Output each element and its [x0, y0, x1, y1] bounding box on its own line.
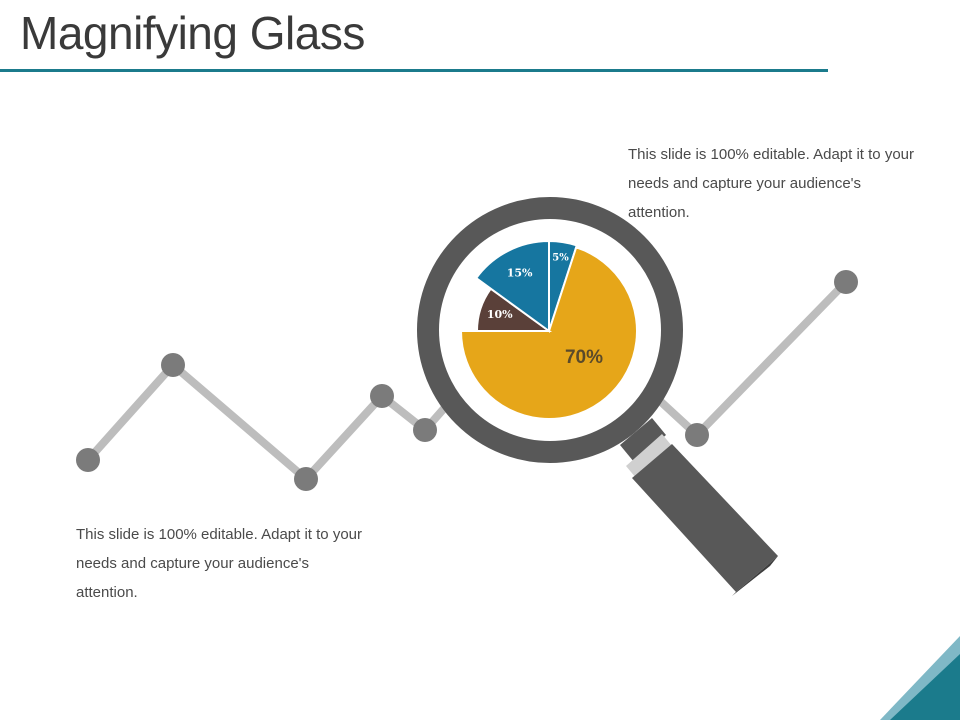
pie-slice — [459, 246, 638, 420]
pie-chart: 5% 70% 10% 15% — [459, 239, 638, 420]
pie-slice-label: 5% — [552, 253, 569, 264]
pie-slice-label: 15% — [507, 266, 533, 279]
trend-segment — [302, 392, 386, 483]
trend-segment — [84, 361, 177, 464]
pie-slice — [474, 239, 550, 333]
trend-node — [413, 418, 437, 442]
trend-node — [370, 384, 394, 408]
pie-slice-label: 10% — [487, 308, 513, 321]
handle-grip — [632, 444, 778, 592]
handle-grip-shadow — [732, 556, 778, 596]
corner-triangle-dark — [890, 654, 960, 720]
trend-node — [685, 423, 709, 447]
trend-segment — [169, 361, 310, 483]
trend-nodes — [76, 270, 858, 491]
trend-node — [76, 448, 100, 472]
corner-decoration — [880, 636, 960, 720]
pie-slice-label: 70% — [565, 347, 603, 368]
slide-title: Magnifying Glass — [20, 7, 365, 59]
title-underline — [0, 69, 828, 72]
trend-node — [161, 353, 185, 377]
trend-node — [294, 467, 318, 491]
trend-segment — [693, 278, 850, 439]
caption-top-right: This slide is 100% editable. Adapt it to… — [628, 146, 914, 221]
trend-node — [834, 270, 858, 294]
caption-bottom-left: This slide is 100% editable. Adapt it to… — [76, 526, 362, 601]
handle-neck — [620, 418, 666, 462]
magnifier-handle — [620, 418, 778, 596]
handle-collar — [626, 434, 672, 478]
